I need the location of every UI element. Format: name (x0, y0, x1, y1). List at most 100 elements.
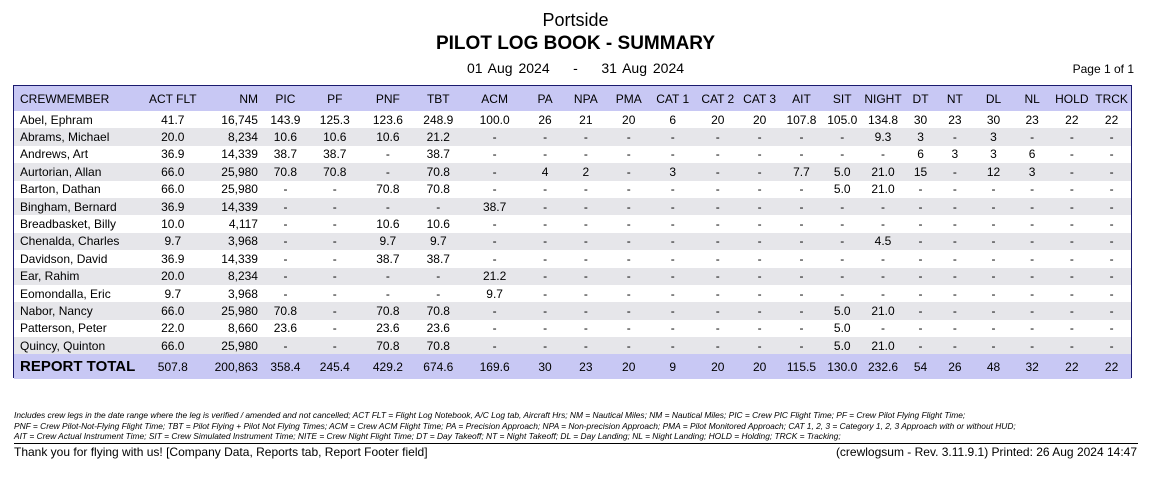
table-cell: - (715, 130, 720, 145)
table-row: Quincy, Quinton 66.0 25,980 - - 70.8 70.8 - - - - -… (14, 337, 1131, 355)
table-cell: - (1069, 269, 1074, 284)
table-cell: - (385, 164, 390, 179)
table-cell: 125.3 (319, 112, 350, 127)
crewmember-name: Aurtorian, Allan (20, 164, 102, 179)
date-from: 01 Aug 2024 (466, 60, 550, 76)
table-cell: 248.9 (423, 112, 454, 127)
table-cell: - (332, 269, 337, 284)
table-cell: 14,339 (221, 199, 258, 214)
crewmember-name: Bingham, Bernard (20, 199, 117, 214)
table-cell: - (715, 182, 720, 197)
table-row: Abel, Ephram 41.7 16,745 143.9 125.3 123.6 248… (14, 111, 1131, 128)
table-cell: 23.6 (273, 321, 298, 336)
table-cell: - (1109, 130, 1114, 145)
column-header: DL (985, 91, 1002, 106)
table-cell: - (583, 217, 588, 232)
table-cell: - (799, 199, 804, 214)
table-cell: - (1069, 130, 1074, 145)
table-cell: 22 (1104, 112, 1119, 127)
header-row: CREWMEMBER ACT FLT NM PIC PF PNF TBT ACM PA NPA PM… (14, 86, 1131, 111)
table-cell: - (332, 303, 337, 318)
table-cell: - (583, 338, 588, 353)
table-cell: - (799, 182, 804, 197)
table-cell: - (626, 338, 631, 353)
table-cell: 26 (538, 112, 552, 127)
total-cell: 429.2 (372, 359, 403, 374)
table-cell: - (543, 234, 548, 249)
crewmember-name: Chenalda, Charles (20, 234, 120, 249)
table-cell: - (840, 199, 845, 214)
table-cell: - (492, 338, 497, 353)
table-cell: - (715, 164, 720, 179)
table-cell: - (757, 234, 762, 249)
table-cell: - (1069, 286, 1074, 301)
table-cell: 5.0 (833, 321, 851, 336)
table-cell: - (583, 269, 588, 284)
table-cell: - (881, 286, 885, 301)
table-cell: - (670, 321, 675, 336)
table-cell: - (952, 234, 957, 249)
table-cell: 4.5 (874, 234, 892, 249)
table-cell: - (1109, 182, 1114, 197)
table-cell: 6 (669, 112, 677, 127)
total-cell: 358.4 (270, 359, 301, 374)
table-cell: - (918, 182, 923, 197)
total-cell: 20 (622, 359, 636, 374)
table-cell: - (1030, 234, 1035, 249)
table-cell: - (385, 286, 390, 301)
table-cell: 21.0 (871, 164, 895, 179)
table-cell: - (543, 182, 548, 197)
table-row: Andrews, Art 36.9 14,339 38.7 38.7 - 38.7 - - - - -… (14, 146, 1131, 163)
table-cell: 20.0 (161, 130, 185, 145)
crewmember-name: Davidson, David (20, 251, 108, 266)
total-cell: 22 (1065, 359, 1079, 374)
table-cell: 9.7 (486, 286, 503, 301)
table-cell: - (670, 199, 675, 214)
column-header: PA (537, 91, 553, 106)
table-cell: - (1069, 182, 1074, 197)
table-cell: 3 (669, 164, 677, 179)
total-cell: 26 (948, 359, 962, 374)
table-cell: 25,980 (221, 164, 258, 179)
table-cell: - (626, 251, 631, 266)
total-cell: 115.5 (786, 359, 817, 374)
table-cell: - (670, 147, 675, 162)
table-cell: - (991, 217, 996, 232)
table-cell: 70.8 (273, 164, 298, 179)
table-cell: - (881, 251, 885, 266)
table-cell: - (1069, 217, 1074, 232)
table-cell: - (1069, 147, 1074, 162)
table-cell: - (757, 251, 762, 266)
table-row: Barton, Dathan 66.0 25,980 - - 70.8 70.8 - - - - - -… (14, 181, 1131, 198)
table-cell: - (1109, 147, 1114, 162)
column-header: CAT 1 (656, 91, 690, 106)
table-cell: - (543, 199, 548, 214)
table-cell: - (757, 164, 762, 179)
table-cell: - (283, 199, 288, 214)
table-cell: 38.7 (482, 199, 507, 214)
table-cell: 70.8 (323, 164, 347, 179)
table-cell: - (583, 286, 588, 301)
table-cell: 20 (752, 112, 767, 127)
column-header: ACT FLT (149, 91, 197, 106)
total-cell: 32 (1025, 359, 1039, 374)
table-cell: - (715, 338, 720, 353)
table-cell: - (715, 286, 720, 301)
table-cell: 5.0 (833, 182, 851, 197)
table-row: Davidson, David 36.9 14,339 - - 38.7 38.7 - - - - -… (14, 250, 1131, 267)
table-cell: - (543, 321, 548, 336)
table-cell: - (626, 321, 631, 336)
table-cell: 21.0 (871, 303, 895, 318)
table-cell: - (715, 321, 720, 336)
table-cell: 8,660 (227, 321, 258, 336)
table-cell: - (670, 130, 675, 145)
table-cell: - (583, 303, 588, 318)
table-cell: 3 (951, 147, 959, 162)
crewmember-name: Breadbasket, Billy (20, 217, 117, 232)
column-header: PNF (375, 91, 400, 106)
table-cell: - (840, 147, 845, 162)
table-cell: - (1069, 251, 1074, 266)
table-cell: 16,745 (221, 112, 258, 127)
table-cell: 14,339 (221, 147, 258, 162)
table-cell: 70.8 (376, 338, 400, 353)
